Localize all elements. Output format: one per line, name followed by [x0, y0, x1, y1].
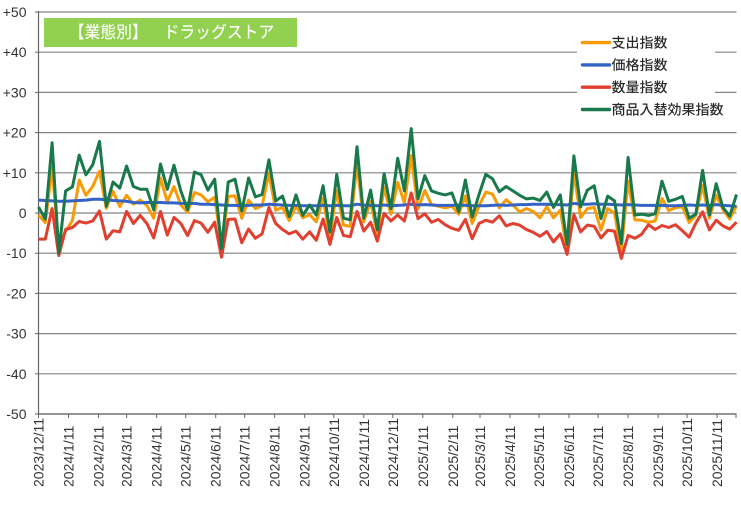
svg-text:2025/4/11: 2025/4/11	[502, 426, 518, 487]
svg-text:2023/12/11: 2023/12/11	[31, 418, 47, 487]
svg-text:2025/5/11: 2025/5/11	[531, 426, 547, 487]
svg-text:2025/8/11: 2025/8/11	[620, 426, 636, 487]
svg-text:-50: -50	[6, 406, 26, 422]
svg-text:+10: +10	[3, 165, 27, 181]
svg-text:2024/5/11: 2024/5/11	[178, 426, 194, 487]
svg-text:2024/3/11: 2024/3/11	[119, 426, 135, 487]
svg-text:2025/7/11: 2025/7/11	[590, 426, 606, 487]
svg-text:2025/2/11: 2025/2/11	[445, 426, 461, 487]
svg-text:2024/11/11: 2024/11/11	[356, 419, 372, 487]
svg-text:+50: +50	[3, 4, 27, 20]
svg-text:0: 0	[19, 205, 27, 221]
svg-text:-40: -40	[6, 366, 26, 382]
svg-text:2024/10/11: 2024/10/11	[326, 418, 342, 487]
svg-text:+30: +30	[3, 84, 27, 100]
svg-text:2025/6/11: 2025/6/11	[561, 426, 577, 487]
svg-text:2024/12/11: 2024/12/11	[385, 418, 401, 487]
svg-text:2025/10/11: 2025/10/11	[679, 418, 695, 487]
svg-text:2024/8/11: 2024/8/11	[267, 426, 283, 487]
svg-text:2024/7/11: 2024/7/11	[237, 426, 253, 487]
svg-text:2024/9/11: 2024/9/11	[297, 426, 313, 487]
svg-text:2024/6/11: 2024/6/11	[208, 426, 224, 487]
svg-text:2025/1/11: 2025/1/11	[415, 426, 431, 487]
svg-text:2024/4/11: 2024/4/11	[149, 426, 165, 487]
svg-text:2025/3/11: 2025/3/11	[472, 426, 488, 487]
svg-text:-30: -30	[6, 326, 26, 342]
svg-text:+20: +20	[3, 125, 27, 141]
svg-text:2025/9/11: 2025/9/11	[650, 426, 666, 487]
svg-text:-20: -20	[6, 285, 26, 301]
svg-text:-10: -10	[6, 245, 26, 261]
svg-text:2024/2/11: 2024/2/11	[91, 426, 107, 487]
svg-text:2024/1/11: 2024/1/11	[61, 426, 77, 487]
svg-text:2025/11/11: 2025/11/11	[709, 419, 725, 487]
svg-text:+40: +40	[3, 44, 27, 60]
